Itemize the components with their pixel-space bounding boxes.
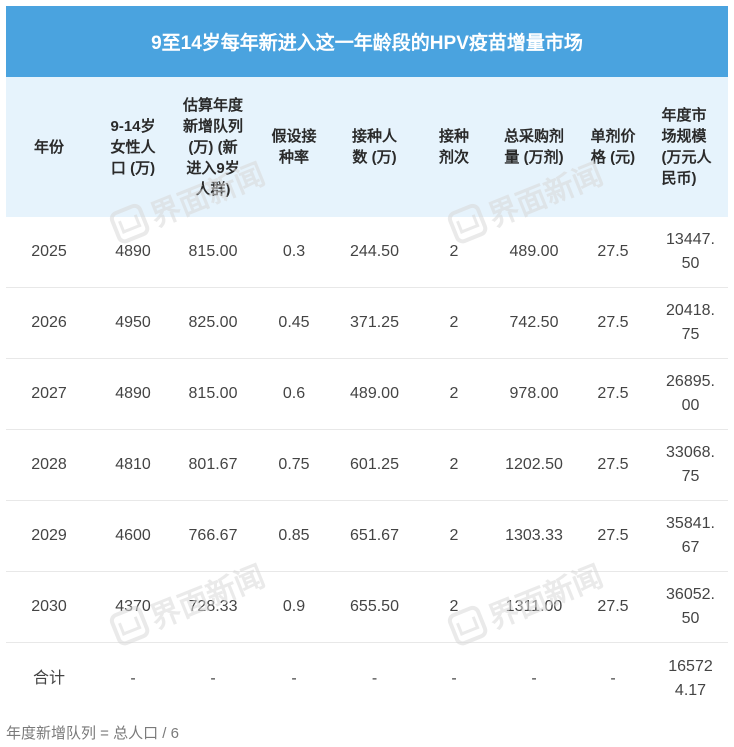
cell-market-size: 26895.00 (666, 373, 715, 414)
cell-rate: 0.85 (278, 527, 310, 544)
cell-population: 4890 (115, 385, 151, 402)
table-header-row: 年份 9-14岁女性人口 (万) 估算年度新增队列 (万) (新进入9岁人群) … (6, 77, 728, 217)
data-table-card: 9至14岁每年新进入这一年龄段的HPV疫苗增量市场 年份 9-14岁女性人口 (… (6, 6, 728, 718)
header-market-size: 年度市场规模 (万元人民币) (661, 107, 712, 187)
table-body: 2025 4890 815.00 0.3 244.50 2 489.00 27.… (6, 217, 728, 714)
cell-cohort: 801.67 (188, 456, 238, 473)
cell-cohort: 815.00 (188, 243, 238, 260)
cell-population: 4950 (115, 314, 151, 331)
cell-price: 27.5 (597, 314, 629, 331)
cell-market-size: 36052.50 (666, 586, 715, 627)
table-row: 2030 4370 728.33 0.9 655.50 2 1311.00 27… (6, 572, 728, 643)
cell-market-size: 33068.75 (666, 444, 715, 485)
cell-vaccinated: 371.25 (350, 314, 399, 331)
cell-year: 2030 (31, 598, 67, 615)
table-total-row: 合计 - - - - - - - 165724.17 (6, 643, 728, 714)
cell-vaccinated: 601.25 (350, 456, 399, 473)
cell-doses: 2 (449, 456, 459, 473)
header-year: 年份 (33, 138, 64, 156)
header-doses-per-person: 接种剂次 (438, 128, 469, 166)
header-unit-price: 单剂价格 (元) (590, 128, 636, 166)
cell-rate: 0.75 (278, 456, 310, 473)
cell-doses: 2 (449, 385, 459, 402)
cell-price: 27.5 (597, 527, 629, 544)
cell-year: 2028 (31, 456, 67, 473)
cell-total-doses: 742.50 (509, 314, 559, 331)
cell-price: 27.5 (597, 243, 629, 260)
cell-total-doses: 978.00 (509, 385, 559, 402)
cell-vaccinated: - (371, 669, 378, 687)
cell-rate: 0.9 (282, 598, 306, 615)
cell-total-doses: - (531, 669, 537, 687)
cell-price: 27.5 (597, 385, 629, 402)
header-new-cohort: 估算年度新增队列 (万) (新进入9岁人群) (183, 96, 244, 198)
cell-doses: 2 (449, 314, 459, 331)
cell-price: 27.5 (597, 598, 629, 615)
cell-cohort: - (210, 669, 216, 687)
table-row: 2027 4890 815.00 0.6 489.00 2 978.00 27.… (6, 359, 728, 430)
cell-price: - (610, 669, 616, 687)
cell-market-size-total: 165724.17 (668, 657, 713, 699)
cell-market-size: 13447.50 (666, 231, 715, 272)
cell-total-doses: 1311.00 (505, 598, 563, 615)
cell-year: 2029 (31, 527, 67, 544)
cell-total-doses: 489.00 (509, 243, 559, 260)
cell-cohort: 728.33 (188, 598, 238, 615)
cell-year: 2025 (31, 243, 67, 260)
cell-vaccinated: 651.67 (350, 527, 399, 544)
cell-doses: 2 (449, 243, 459, 260)
cell-total-doses: 1202.50 (505, 456, 563, 473)
cell-vaccinated: 489.00 (350, 385, 399, 402)
cell-population: 4810 (115, 456, 151, 473)
table-row: 2028 4810 801.67 0.75 601.25 2 1202.50 2… (6, 430, 728, 501)
cell-rate: 0.6 (282, 385, 306, 402)
header-female-population: 9-14岁女性人口 (万) (110, 117, 156, 177)
header-vaccination-rate: 假设接种率 (271, 128, 317, 166)
cell-total-doses: 1303.33 (505, 527, 563, 544)
cell-population: 4600 (115, 527, 151, 544)
cell-market-size: 20418.75 (666, 302, 715, 343)
cell-market-size: 35841.67 (666, 515, 715, 556)
cell-cohort: 815.00 (188, 385, 238, 402)
cell-rate: - (291, 669, 297, 687)
header-vaccinated-count: 接种人数 (万) (351, 128, 397, 166)
cell-vaccinated: 244.50 (350, 243, 399, 260)
cell-population: 4890 (115, 243, 151, 260)
table-row: 2025 4890 815.00 0.3 244.50 2 489.00 27.… (6, 217, 728, 288)
cell-doses: - (451, 669, 457, 687)
cell-price: 27.5 (597, 456, 629, 473)
cell-cohort: 825.00 (188, 314, 238, 331)
footnote: 年度新增队列 = 总人口 / 6 (6, 725, 179, 742)
cell-total-label: 合计 (32, 669, 65, 687)
cell-rate: 0.45 (278, 314, 310, 331)
cell-rate: 0.3 (282, 243, 306, 260)
cell-year: 2026 (31, 314, 67, 331)
cell-population: 4370 (115, 598, 151, 615)
cell-population: - (130, 669, 136, 687)
cell-doses: 2 (449, 527, 459, 544)
cell-cohort: 766.67 (188, 527, 238, 544)
table-row: 2029 4600 766.67 0.85 651.67 2 1303.33 2… (6, 501, 728, 572)
cell-vaccinated: 655.50 (350, 598, 399, 615)
table-title: 9至14岁每年新进入这一年龄段的HPV疫苗增量市场 (6, 6, 728, 77)
header-total-doses: 总采购剂量 (万剂) (504, 128, 565, 166)
cell-year: 2027 (31, 385, 67, 402)
cell-doses: 2 (449, 598, 459, 615)
table-row: 2026 4950 825.00 0.45 371.25 2 742.50 27… (6, 288, 728, 359)
